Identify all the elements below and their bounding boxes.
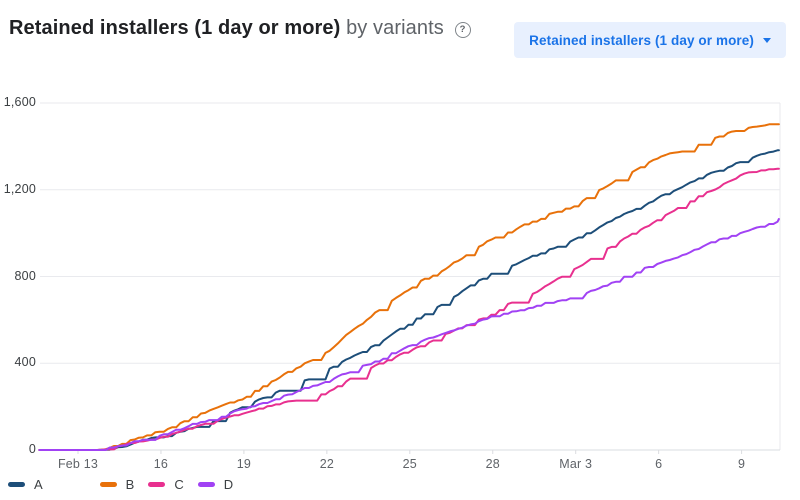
y-axis-label: 1,200 bbox=[3, 181, 36, 196]
x-axis-label: 6 bbox=[655, 457, 663, 471]
metric-dropdown-label: Retained installers (1 day or more) bbox=[529, 32, 754, 48]
y-axis-label: 400 bbox=[14, 355, 36, 370]
legend-label-c: C bbox=[174, 477, 184, 492]
x-axis-label: 28 bbox=[485, 457, 500, 471]
y-axis-label: 800 bbox=[14, 268, 36, 283]
legend-label-a: A bbox=[34, 477, 43, 492]
series-line-b bbox=[38, 123, 780, 451]
x-axis-label: Feb 13 bbox=[57, 457, 99, 471]
y-axis-label: 1,600 bbox=[3, 95, 36, 109]
chart-plot-area[interactable] bbox=[0, 60, 800, 500]
metric-dropdown-button[interactable]: Retained installers (1 day or more) bbox=[514, 22, 786, 58]
legend-swatch-d-icon bbox=[197, 482, 215, 487]
legend-swatch-a-icon bbox=[8, 482, 25, 487]
series-line-c bbox=[38, 167, 780, 451]
legend-item-a[interactable]: A bbox=[8, 477, 43, 492]
page-title: Retained installers (1 day or more) by v… bbox=[9, 14, 471, 42]
legend-label-d: D bbox=[223, 477, 234, 492]
legend-label-b: B bbox=[125, 477, 135, 492]
x-axis-label: 22 bbox=[319, 457, 334, 471]
x-axis-label: 16 bbox=[153, 457, 169, 471]
legend-swatch-b-icon bbox=[99, 482, 117, 487]
y-axis-label: 0 bbox=[28, 442, 36, 456]
chart-legend: A B C D bbox=[8, 477, 233, 492]
legend-item-b[interactable]: B bbox=[99, 477, 135, 492]
legend-swatch-c-icon bbox=[148, 482, 166, 487]
legend-item-c[interactable]: C bbox=[148, 477, 184, 492]
series-line-d bbox=[38, 218, 780, 451]
x-axis-label: 9 bbox=[738, 457, 746, 471]
x-axis-label: 19 bbox=[236, 457, 252, 471]
help-icon[interactable]: ? bbox=[454, 22, 471, 38]
chevron-down-icon bbox=[763, 37, 771, 43]
chart-header: Retained installers (1 day or more) by v… bbox=[0, 0, 800, 58]
page-title-main: Retained installers (1 day or more) bbox=[9, 17, 341, 39]
page-title-suffix: by variants bbox=[346, 17, 444, 39]
x-axis-label: Mar 3 bbox=[559, 457, 593, 471]
legend-item-d[interactable]: D bbox=[197, 477, 234, 492]
series-line-a bbox=[38, 149, 780, 451]
x-axis-label: 25 bbox=[402, 457, 417, 471]
